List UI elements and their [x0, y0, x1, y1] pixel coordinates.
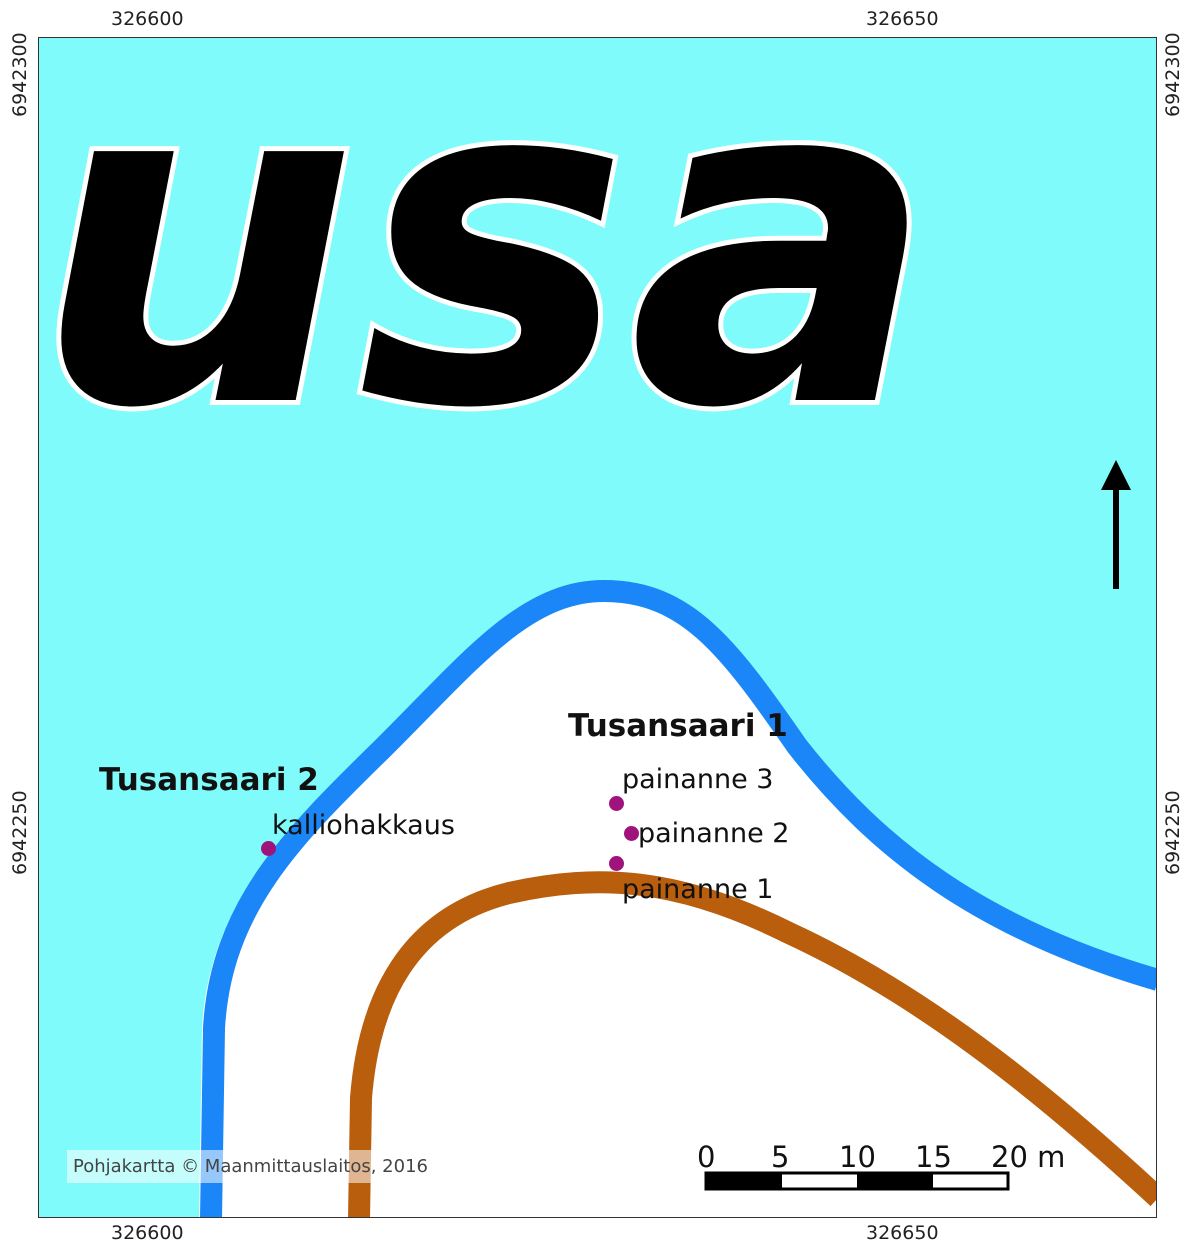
north-arrow-icon: [1101, 460, 1131, 589]
site-label-tusansaari-1: Tusansaari 1: [568, 708, 788, 744]
site-label-tusansaari-2: Tusansaari 2: [99, 762, 319, 798]
coord-top-left: 326600: [111, 8, 184, 30]
scale-bar: [704, 1171, 1010, 1191]
coord-left-bottom: 6942250: [9, 790, 31, 875]
point-label-kalliohakkaus: kalliohakkaus: [272, 810, 455, 841]
coord-top-right: 326650: [866, 8, 939, 30]
scale-tick-0: 0: [697, 1140, 716, 1174]
scale-tick-20m: 20 m: [991, 1140, 1066, 1174]
point-label-painanne-3: painanne 3: [622, 764, 774, 795]
scale-tick-10: 10: [839, 1140, 876, 1174]
point-label-painanne-2: painanne 2: [638, 818, 790, 849]
place-name-text: usa: [39, 38, 936, 508]
coord-right-bottom: 6942250: [1162, 790, 1184, 875]
point-marker-painanne-2[interactable]: [624, 826, 639, 841]
point-marker-kalliohakkaus[interactable]: [261, 841, 276, 856]
scale-tick-5: 5: [771, 1140, 790, 1174]
scale-tick-15: 15: [915, 1140, 952, 1174]
point-marker-painanne-3[interactable]: [609, 796, 624, 811]
shoreline: [200, 579, 1156, 1217]
contour-line: [348, 871, 1156, 1217]
copyright-notice: Pohjakartta © Maanmittauslaitos, 2016: [67, 1150, 434, 1183]
coord-left-top: 6942300: [9, 32, 31, 117]
map-canvas: usa: [39, 38, 1156, 1217]
point-label-painanne-1: painanne 1: [622, 874, 774, 905]
point-marker-painanne-1[interactable]: [609, 856, 624, 871]
map-frame[interactable]: usa Tusansaari 1 Tusansaari 2 painanne 3…: [38, 37, 1157, 1218]
coord-right-top: 6942300: [1162, 32, 1184, 117]
coord-bottom-right: 326650: [866, 1222, 939, 1244]
coord-bottom-left: 326600: [111, 1222, 184, 1244]
